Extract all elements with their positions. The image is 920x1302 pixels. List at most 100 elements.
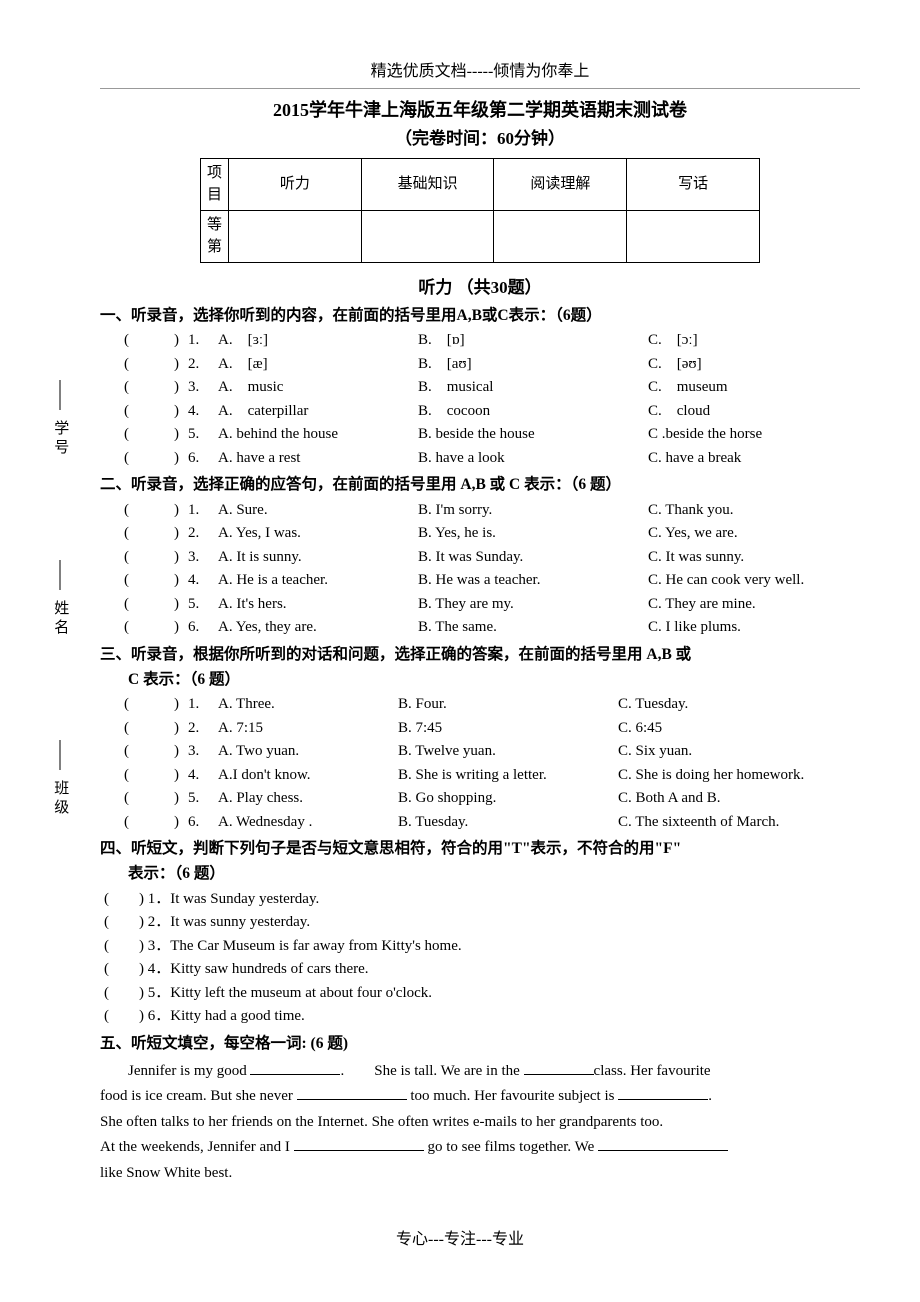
listening-heading: 听力 （共30题） <box>100 275 860 301</box>
side-underline <box>60 560 61 590</box>
question-row: ( )4.A.I don't know.B. She is writing a … <box>100 764 860 787</box>
exam-subtitle: （完卷时间：60分钟） <box>100 126 860 152</box>
question-row: ( )2.A. 7:15B. 7:45C. 6:45 <box>100 717 860 740</box>
section-5-instr: 五、听短文填空，每空格一词: (6 题) <box>100 1032 860 1055</box>
section-4-instr-cont: 表示：（6 题） <box>128 862 860 885</box>
option-b: B. have a look <box>418 447 648 470</box>
option-c: C. museum <box>648 376 728 399</box>
question-row: ( )5.A. It's hers.B. They are my.C. They… <box>100 593 860 616</box>
question-row: ( )6.A. Wednesday .B. Tuesday.C. The six… <box>100 811 860 834</box>
answer-bracket: ( ) <box>124 400 188 423</box>
option-b: B. He was a teacher. <box>418 569 648 592</box>
question-number: 2. <box>188 353 218 376</box>
side-underline <box>60 380 61 410</box>
answer-bracket: ( ) <box>124 787 188 810</box>
passage-text: class. Her favourite <box>594 1063 711 1079</box>
fill-blank <box>250 1059 340 1075</box>
tf-row: ( ) 1．It was Sunday yesterday. <box>100 888 860 911</box>
question-row: ( )6.A. Yes, they are.B. The same.C. I l… <box>100 616 860 639</box>
question-row: ( )3.A. musicB. musicalC. museum <box>100 376 860 399</box>
question-row: ( )1.A. Three.B. Four.C. Tuesday. <box>100 693 860 716</box>
tf-row: ( ) 2．It was sunny yesterday. <box>100 911 860 934</box>
question-number: 1. <box>188 499 218 522</box>
option-a: A. Yes, I was. <box>218 522 418 545</box>
section-5-passage: Jennifer is my good . She is tall. We ar… <box>100 1059 860 1187</box>
option-c: C. [ɔː] <box>648 329 698 352</box>
option-a: A. Play chess. <box>218 787 398 810</box>
section-4-body: ( ) 1．It was Sunday yesterday.( ) 2．It w… <box>100 888 860 1028</box>
th-listening: 听力 <box>229 158 362 210</box>
passage-text: go to see films together. We <box>424 1139 598 1155</box>
question-row: ( )5.A. behind the houseB. beside the ho… <box>100 423 860 446</box>
option-a: A.I don't know. <box>218 764 398 787</box>
option-b: B. Tuesday. <box>398 811 618 834</box>
section-2-body: ( )1.A. Sure.B. I'm sorry.C. Thank you.(… <box>100 499 860 639</box>
tf-row: ( ) 5．Kitty left the museum at about fou… <box>100 982 860 1005</box>
question-row: ( )1.A. Sure.B. I'm sorry.C. Thank you. <box>100 499 860 522</box>
option-b: B. Four. <box>398 693 618 716</box>
option-c: C. The sixteenth of March. <box>618 811 779 834</box>
question-number: 6. <box>188 811 218 834</box>
answer-bracket: ( ) <box>124 522 188 545</box>
side-label-no: 学号 <box>49 420 72 458</box>
section-2-instr: 二、听录音，选择正确的应答句，在前面的括号里用 A,B 或 C 表示：（6 题） <box>100 473 860 496</box>
option-c: C. Both A and B. <box>618 787 721 810</box>
passage-text: At the weekends, Jennifer and I <box>100 1139 294 1155</box>
option-b: B. Go shopping. <box>398 787 618 810</box>
th-basic: 基础知识 <box>361 158 494 210</box>
section-1-body: ( )1.A. [ɜː]B. [ɒ]C. [ɔː]( )2.A. [æ]B. [… <box>100 329 860 469</box>
table-row: 等第 <box>201 210 760 262</box>
question-number: 5. <box>188 787 218 810</box>
question-row: ( )3.A. Two yuan.B. Twelve yuan.C. Six y… <box>100 740 860 763</box>
option-a: A. He is a teacher. <box>218 569 418 592</box>
passage-text: She often talks to her friends on the In… <box>100 1114 663 1130</box>
answer-bracket: ( ) <box>124 546 188 569</box>
section-3-instr-cont: C 表示：（6 题） <box>128 668 860 691</box>
option-b: B. They are my. <box>418 593 648 616</box>
tf-row: ( ) 4．Kitty saw hundreds of cars there. <box>100 958 860 981</box>
fill-blank <box>297 1084 407 1100</box>
answer-bracket: ( ) <box>124 353 188 376</box>
option-c: C. She is doing her homework. <box>618 764 804 787</box>
answer-bracket: ( ) <box>124 811 188 834</box>
answer-bracket: ( ) <box>124 616 188 639</box>
question-number: 3. <box>188 546 218 569</box>
option-a: A. behind the house <box>218 423 418 446</box>
option-a: A. music <box>218 376 418 399</box>
option-c: C. He can cook very well. <box>648 569 804 592</box>
passage-text: . <box>708 1088 712 1104</box>
td-blank <box>361 210 494 262</box>
passage-text: . She is tall. We are in the <box>340 1063 523 1079</box>
question-row: ( )2.A. [æ]B. [aʊ]C. [əʊ] <box>100 353 860 376</box>
passage-text: like Snow White best. <box>100 1165 232 1181</box>
td-grade-label: 等第 <box>201 210 229 262</box>
question-row: ( )4.A. He is a teacher.B. He was a teac… <box>100 569 860 592</box>
option-c: C. It was sunny. <box>648 546 744 569</box>
option-a: A. It's hers. <box>218 593 418 616</box>
score-table: 项目 听力 基础知识 阅读理解 写话 等第 <box>200 158 760 263</box>
side-underline <box>60 740 61 770</box>
option-a: A. 7:15 <box>218 717 398 740</box>
answer-bracket: ( ) <box>124 423 188 446</box>
question-number: 5. <box>188 423 218 446</box>
table-row: 项目 听力 基础知识 阅读理解 写话 <box>201 158 760 210</box>
option-a: A. Sure. <box>218 499 418 522</box>
option-a: A. have a rest <box>218 447 418 470</box>
option-a: A. caterpillar <box>218 400 418 423</box>
question-number: 3. <box>188 376 218 399</box>
question-row: ( )6.A. have a restB. have a lookC. have… <box>100 447 860 470</box>
question-number: 4. <box>188 400 218 423</box>
option-b: B. I'm sorry. <box>418 499 648 522</box>
question-number: 2. <box>188 717 218 740</box>
option-c: C. I like plums. <box>648 616 741 639</box>
question-row: ( )5.A. Play chess.B. Go shopping.C. Bot… <box>100 787 860 810</box>
option-b: B. musical <box>418 376 648 399</box>
option-b: B. Yes, he is. <box>418 522 648 545</box>
option-c: C. cloud <box>648 400 710 423</box>
option-a: A. It is sunny. <box>218 546 418 569</box>
td-blank <box>494 210 627 262</box>
question-number: 2. <box>188 522 218 545</box>
option-b: B. It was Sunday. <box>418 546 648 569</box>
section-3-body: ( )1.A. Three.B. Four.C. Tuesday.( )2.A.… <box>100 693 860 833</box>
question-row: ( )4.A. caterpillarB. cocoonC. cloud <box>100 400 860 423</box>
